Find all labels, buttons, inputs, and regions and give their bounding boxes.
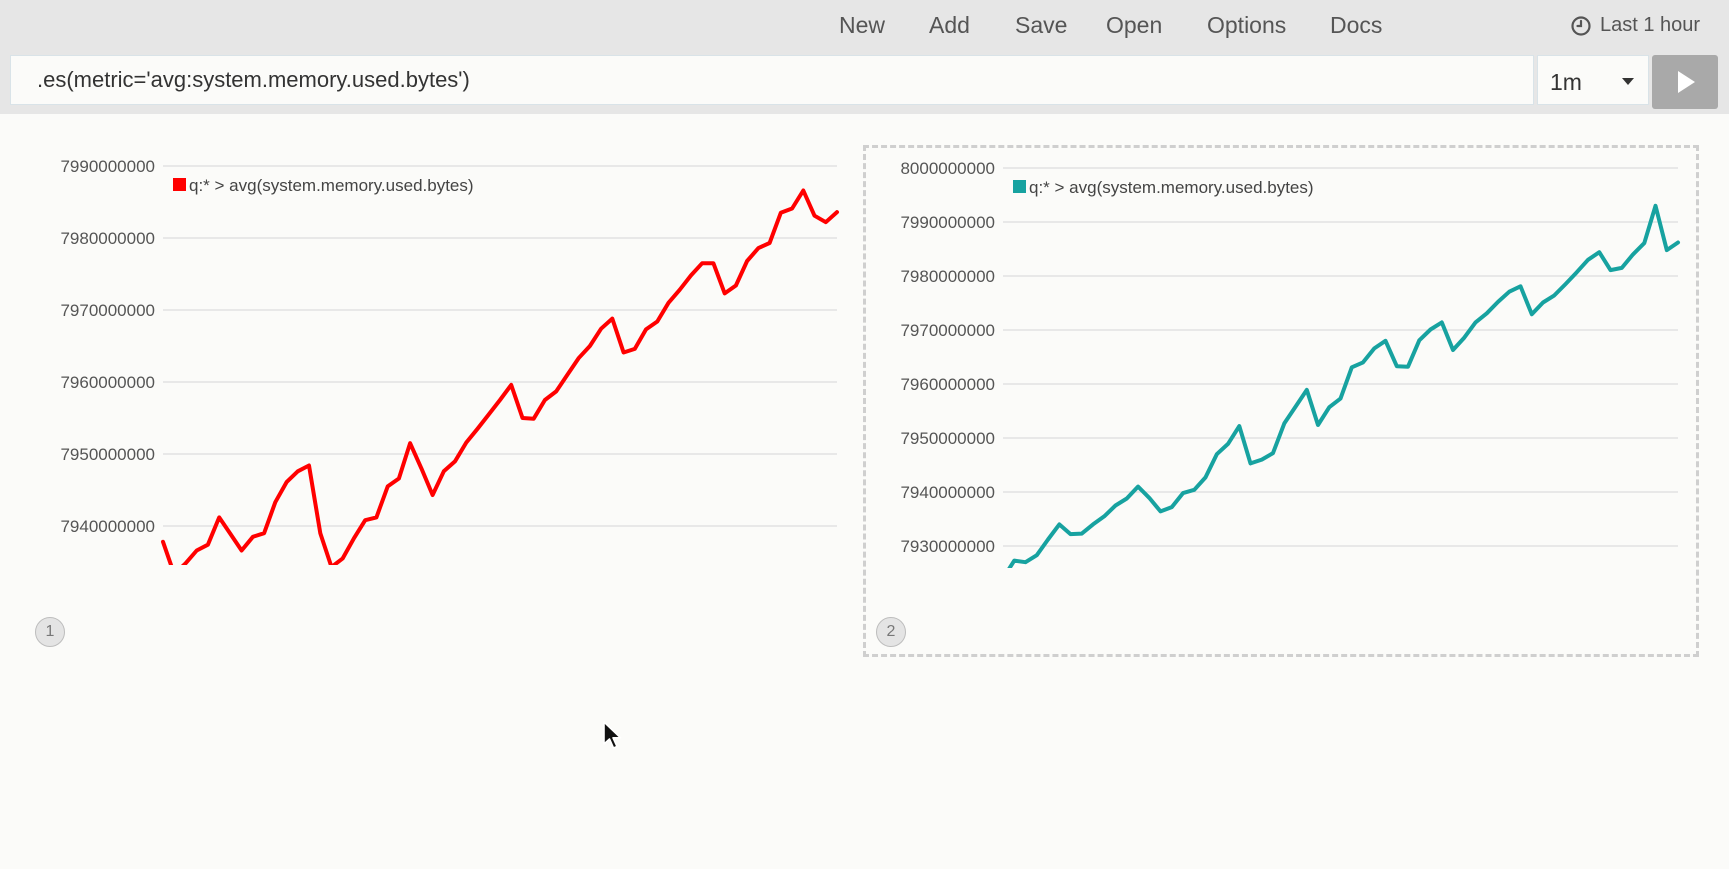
- legend-swatch: [173, 178, 186, 191]
- y-tick-label: 7980000000: [60, 229, 155, 248]
- panel-number-badge[interactable]: 1: [35, 617, 65, 647]
- docs-button[interactable]: Docs: [1330, 12, 1383, 38]
- play-icon: [1678, 71, 1695, 93]
- legend-swatch: [1013, 180, 1026, 193]
- y-tick-label: 7980000000: [900, 267, 995, 286]
- save-button[interactable]: Save: [1015, 12, 1068, 38]
- y-tick-label: 7940000000: [900, 483, 995, 502]
- y-tick-label: 7950000000: [900, 429, 995, 448]
- options-button[interactable]: Options: [1207, 12, 1287, 38]
- y-tick-label: 7950000000: [60, 445, 155, 464]
- clock-icon: [1571, 15, 1591, 36]
- chart-panel-2[interactable]: 7920000000793000000079400000007950000000…: [863, 145, 1699, 657]
- expression-bar: 1m: [0, 52, 1729, 114]
- legend-label: q:* > avg(system.memory.used.bytes): [189, 176, 474, 195]
- y-tick-label: 7930000000: [900, 537, 995, 556]
- chart-2-svg: 7920000000793000000079400000007950000000…: [900, 159, 1680, 636]
- y-tick-label: 8000000000: [900, 159, 995, 178]
- y-tick-label: 7990000000: [900, 213, 995, 232]
- y-tick-label: 7990000000: [60, 157, 155, 176]
- run-button[interactable]: [1652, 55, 1718, 109]
- mouse-cursor-icon: [603, 721, 622, 749]
- y-tick-label: 7970000000: [900, 321, 995, 340]
- expression-input[interactable]: [10, 55, 1534, 105]
- chart-panel-1[interactable]: 7930000000794000000079500000007960000000…: [20, 145, 850, 655]
- interval-value: 1m: [1550, 69, 1582, 95]
- interval-select[interactable]: 1m: [1537, 55, 1649, 105]
- series-line: [161, 188, 839, 577]
- panel-number-badge[interactable]: 2: [876, 617, 906, 647]
- chart-1-svg: 7930000000794000000079500000007960000000…: [60, 157, 839, 634]
- series-line: [1001, 203, 1680, 581]
- time-range-label: Last 1 hour: [1600, 14, 1701, 36]
- new-button[interactable]: New: [839, 12, 886, 38]
- y-tick-label: 7940000000: [60, 517, 155, 536]
- legend-label: q:* > avg(system.memory.used.bytes): [1029, 178, 1314, 197]
- y-tick-label: 7960000000: [900, 375, 995, 394]
- add-button[interactable]: Add: [929, 12, 970, 38]
- y-tick-label: 7960000000: [60, 373, 155, 392]
- top-nav-bar: New Add Save Open Options Docs Last 1 ho…: [0, 0, 1729, 52]
- time-range-picker[interactable]: Last 1 hour: [1570, 14, 1700, 37]
- open-button[interactable]: Open: [1106, 12, 1163, 38]
- caret-down-icon: [1622, 78, 1634, 85]
- y-tick-label: 7970000000: [60, 301, 155, 320]
